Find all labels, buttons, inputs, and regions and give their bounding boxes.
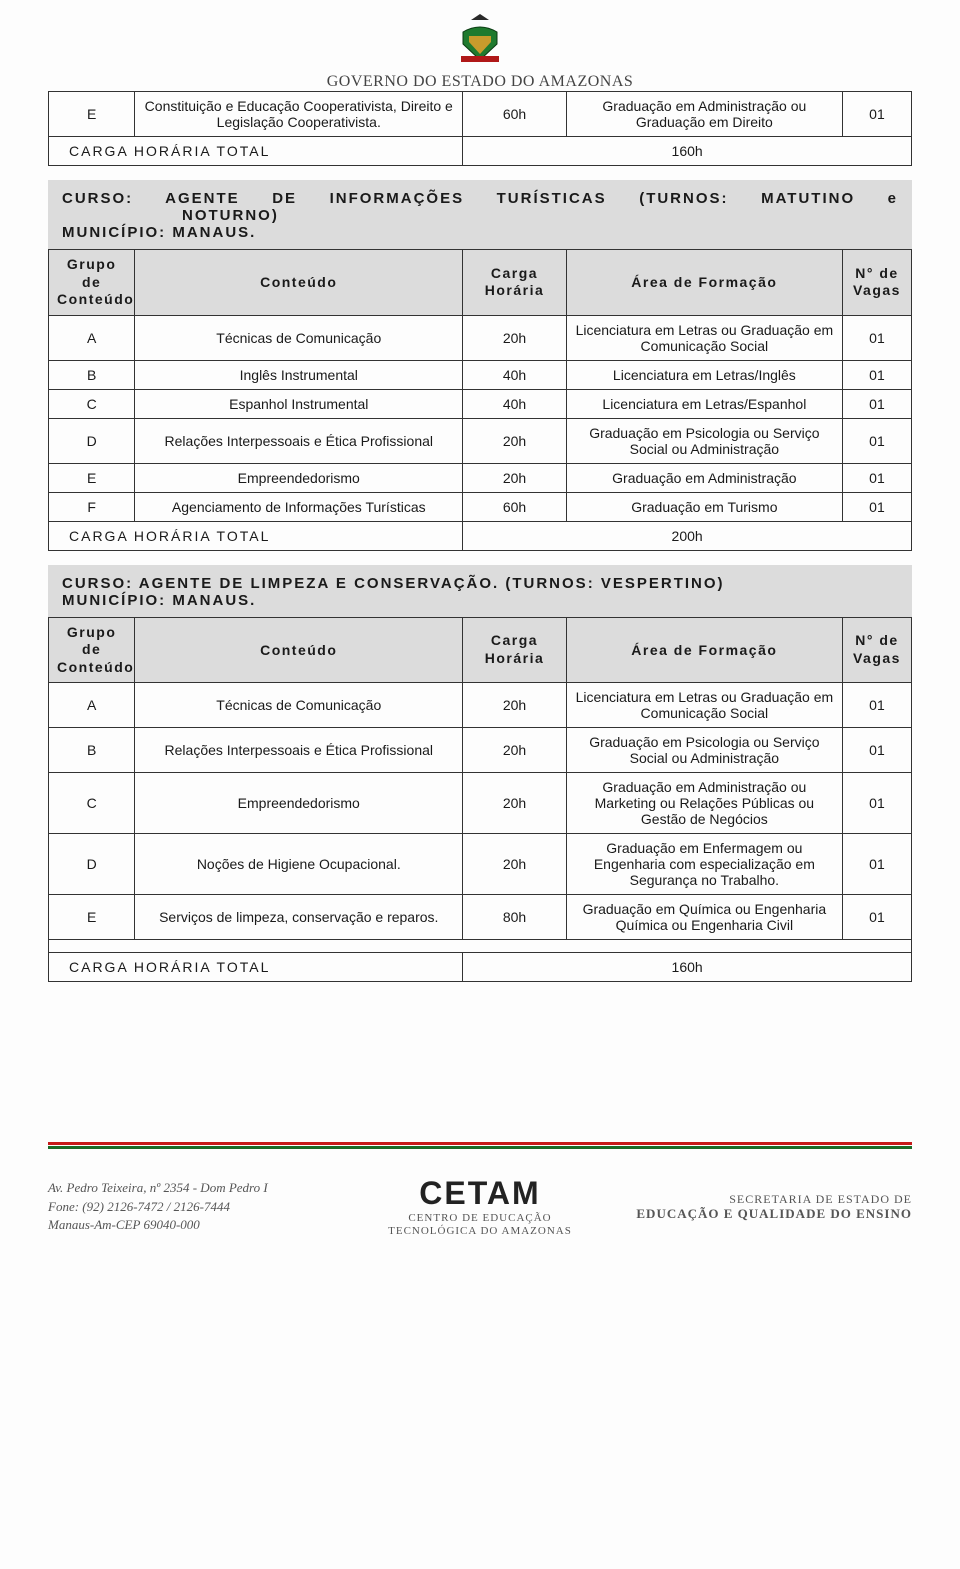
table-spacer-row bbox=[49, 940, 912, 953]
total-value: 200h bbox=[463, 521, 912, 550]
gov-title: GOVERNO DO ESTADO DO AMAZONAS bbox=[48, 73, 912, 91]
document-header: GOVERNO DO ESTADO DO AMAZONAS bbox=[48, 0, 912, 91]
table-continuation: E Constituição e Educação Cooperativista… bbox=[48, 91, 912, 166]
footer-address: Av. Pedro Teixeira, nº 2354 - Dom Pedro … bbox=[48, 1179, 333, 1234]
table-row: C Empreendedorismo 20h Graduação em Admi… bbox=[49, 773, 912, 834]
course-municipio: MUNICÍPIO: MANAUS. bbox=[62, 592, 898, 609]
cell-content: Constituição e Educação Cooperativista, … bbox=[135, 92, 463, 137]
course-title-line1: CURSO: AGENTE DE INFORMAÇÕES TURÍSTICAS … bbox=[62, 190, 898, 207]
cetam-wordmark: CETAM bbox=[337, 1175, 622, 1212]
col-header-group: Grupo de Conteúdo bbox=[49, 250, 135, 316]
col-header-vacancies: N° de Vagas bbox=[842, 250, 911, 316]
col-header-group: Grupo de Conteúdo bbox=[49, 617, 135, 683]
total-label: CARGA HORÁRIA TOTAL bbox=[49, 521, 463, 550]
table-row: F Agenciamento de Informações Turísticas… bbox=[49, 492, 912, 521]
total-value: 160h bbox=[463, 137, 912, 166]
table-total-row: CARGA HORÁRIA TOTAL 160h bbox=[49, 953, 912, 982]
cell-area: Graduação em Administração ou Graduação … bbox=[566, 92, 842, 137]
table-row: D Noções de Higiene Ocupacional. 20h Gra… bbox=[49, 834, 912, 895]
table-row: E Empreendedorismo 20h Graduação em Admi… bbox=[49, 463, 912, 492]
coat-of-arms-icon bbox=[451, 12, 509, 66]
total-value: 160h bbox=[463, 953, 912, 982]
table-row: D Relações Interpessoais e Ética Profiss… bbox=[49, 418, 912, 463]
course-title: CURSO: AGENTE DE LIMPEZA E CONSERVAÇÃO. … bbox=[62, 575, 898, 592]
document-footer: Av. Pedro Teixeira, nº 2354 - Dom Pedro … bbox=[48, 1142, 912, 1262]
course-header-1: CURSO: AGENTE DE INFORMAÇÕES TURÍSTICAS … bbox=[48, 180, 912, 249]
course-header-2: CURSO: AGENTE DE LIMPEZA E CONSERVAÇÃO. … bbox=[48, 565, 912, 617]
col-header-content: Conteúdo bbox=[135, 250, 463, 316]
total-label: CARGA HORÁRIA TOTAL bbox=[49, 953, 463, 982]
footer-secretariat: SECRETARIA DE ESTADO DE EDUCAÇÃO E QUALI… bbox=[627, 1192, 912, 1222]
col-header-hours: Carga Horária bbox=[463, 617, 567, 683]
col-header-area: Área de Formação bbox=[566, 617, 842, 683]
table-course-2: Grupo de Conteúdo Conteúdo Carga Horária… bbox=[48, 617, 912, 983]
total-label: CARGA HORÁRIA TOTAL bbox=[49, 137, 463, 166]
cell-group: E bbox=[49, 92, 135, 137]
col-header-vacancies: N° de Vagas bbox=[842, 617, 911, 683]
table-row: C Espanhol Instrumental 40h Licenciatura… bbox=[49, 389, 912, 418]
course-municipio: MUNICÍPIO: MANAUS. bbox=[62, 224, 898, 241]
table-row: E Serviços de limpeza, conservação e rep… bbox=[49, 895, 912, 940]
table-row: B Relações Interpessoais e Ética Profiss… bbox=[49, 728, 912, 773]
table-total-row: CARGA HORÁRIA TOTAL 200h bbox=[49, 521, 912, 550]
cell-vacancies: 01 bbox=[842, 92, 911, 137]
col-header-area: Área de Formação bbox=[566, 250, 842, 316]
table-header-row: Grupo de Conteúdo Conteúdo Carga Horária… bbox=[49, 250, 912, 316]
footer-center-logo: CETAM CENTRO DE EDUCAÇÃO TECNOLÓGICA DO … bbox=[337, 1175, 622, 1238]
col-header-content: Conteúdo bbox=[135, 617, 463, 683]
table-row: A Técnicas de Comunicação 20h Licenciatu… bbox=[49, 315, 912, 360]
col-header-hours: Carga Horária bbox=[463, 250, 567, 316]
cell-hours: 60h bbox=[463, 92, 567, 137]
table-header-row: Grupo de Conteúdo Conteúdo Carga Horária… bbox=[49, 617, 912, 683]
course-title-line2: NOTURNO) bbox=[62, 207, 898, 224]
table-course-1: Grupo de Conteúdo Conteúdo Carga Horária… bbox=[48, 249, 912, 551]
footer-divider-lines bbox=[48, 1142, 912, 1150]
table-row: B Inglês Instrumental 40h Licenciatura e… bbox=[49, 360, 912, 389]
table-total-row: CARGA HORÁRIA TOTAL 160h bbox=[49, 137, 912, 166]
table-row: E Constituição e Educação Cooperativista… bbox=[49, 92, 912, 137]
table-row: A Técnicas de Comunicação 20h Licenciatu… bbox=[49, 683, 912, 728]
